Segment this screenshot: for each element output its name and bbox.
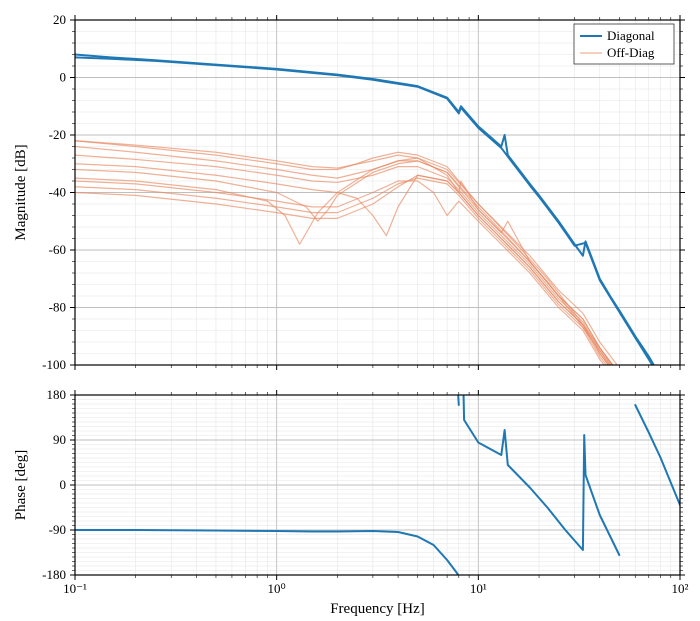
xtick-label: 10⁰ — [268, 581, 286, 596]
ylabel: Phase [deg] — [13, 450, 29, 520]
ytick-label: -40 — [49, 185, 66, 200]
ytick-label: -100 — [42, 357, 66, 372]
xlabel: Frequency [Hz] — [330, 601, 425, 617]
legend: Diagonal Off-Diag — [574, 24, 674, 64]
ytick-label: 0 — [60, 477, 67, 492]
legend-label: Diagonal — [607, 28, 655, 43]
ytick-label: 90 — [53, 432, 66, 447]
ytick-label: -90 — [49, 522, 66, 537]
ytick-label: 0 — [60, 70, 67, 85]
legend-label: Off-Diag — [607, 45, 655, 60]
xtick-label: 10¹ — [470, 581, 487, 596]
ytick-label: -180 — [42, 567, 66, 582]
ytick-label: -60 — [49, 242, 66, 257]
xtick-label: 10⁻¹ — [63, 581, 87, 596]
xtick-label: 10² — [672, 581, 689, 596]
ytick-label: 20 — [53, 12, 66, 27]
ytick-label: -80 — [49, 300, 66, 315]
chart-svg: -100 -80 -60 -40 -20 0 20 Magnitude [dB] Diagona… — [0, 0, 700, 621]
ylabel: Magnitude [dB] — [13, 144, 29, 240]
ytick-label: -20 — [49, 127, 66, 142]
bode-plot-figure: -100 -80 -60 -40 -20 0 20 Magnitude [dB] Diagona… — [0, 0, 700, 621]
ytick-label: 180 — [47, 387, 67, 402]
